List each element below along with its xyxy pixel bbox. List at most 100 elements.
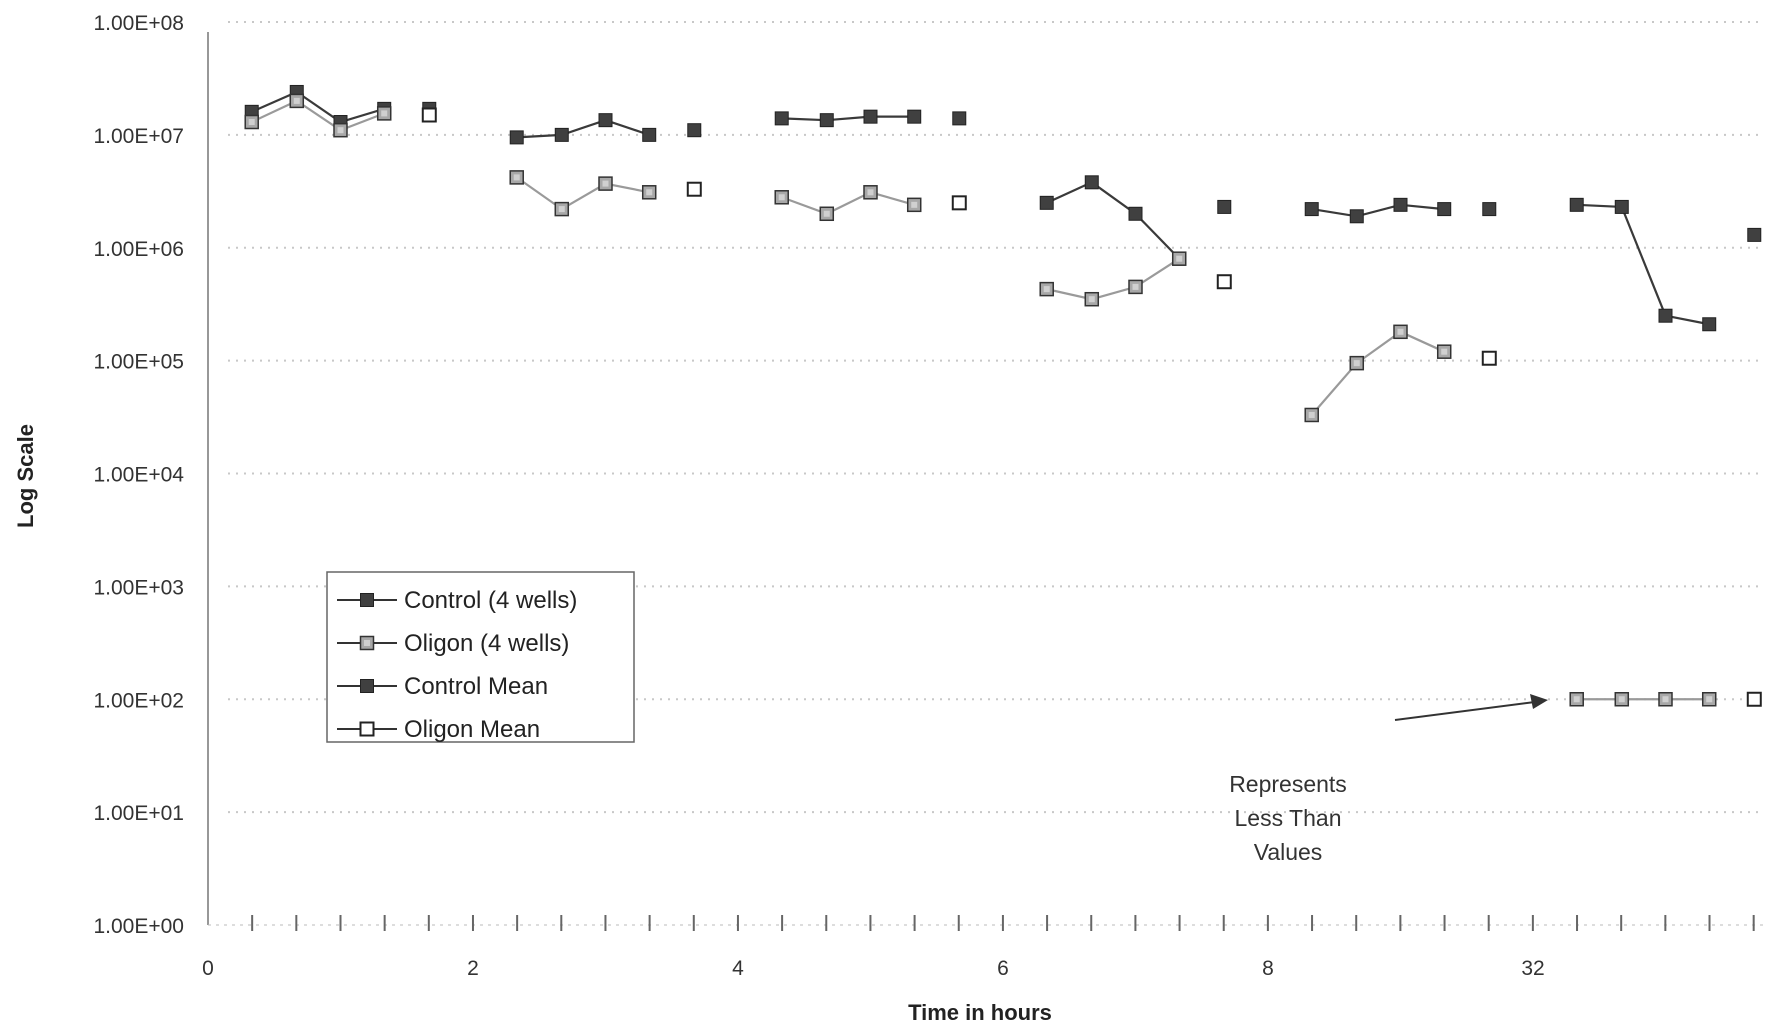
data-point xyxy=(333,122,348,138)
marker-square xyxy=(554,127,569,142)
annotation-arrowhead xyxy=(1530,694,1548,709)
marker-square xyxy=(1746,691,1762,707)
marker-square xyxy=(359,721,375,737)
marker-square xyxy=(907,109,922,124)
data-point xyxy=(819,113,834,128)
y-tick-label: 1.00E+02 xyxy=(93,689,184,712)
data-point xyxy=(1614,199,1629,214)
data-point xyxy=(554,201,570,217)
marker-square xyxy=(1349,209,1364,224)
marker-square xyxy=(360,593,374,607)
data-point xyxy=(1128,206,1143,221)
data-point xyxy=(421,107,437,123)
data-point xyxy=(1436,344,1452,359)
data-point xyxy=(244,114,259,130)
marker-square xyxy=(1437,202,1452,217)
axes xyxy=(207,32,1765,931)
marker-inner xyxy=(823,210,830,217)
data-point xyxy=(1393,324,1408,340)
data-point xyxy=(1216,274,1232,290)
marker-square xyxy=(1481,350,1497,366)
data-point xyxy=(1304,407,1319,423)
legend-marker xyxy=(360,679,374,693)
y-tick-label: 1.00E+04 xyxy=(93,464,184,487)
y-axis-title: Log Scale xyxy=(13,424,38,528)
series-line xyxy=(516,119,650,139)
marker-square xyxy=(598,113,613,128)
data-point xyxy=(1569,197,1584,212)
series-line xyxy=(1576,203,1710,326)
series-control-mean xyxy=(422,101,1762,242)
legend-item: Control (4 wells) xyxy=(337,587,577,614)
marker-square xyxy=(1747,227,1762,242)
x-tick-label: 8 xyxy=(1262,957,1274,980)
legend-marker xyxy=(359,635,375,651)
marker-inner xyxy=(1706,696,1713,703)
marker-square xyxy=(509,130,524,145)
marker-inner xyxy=(1088,296,1095,303)
data-point xyxy=(1217,199,1232,214)
x-tick-label: 2 xyxy=(467,957,479,980)
data-point xyxy=(1747,227,1762,242)
marker-inner xyxy=(1441,348,1448,355)
y-tick-label: 1.00E+06 xyxy=(93,238,184,261)
series-line xyxy=(516,176,650,211)
data-point xyxy=(1304,202,1319,217)
y-tick-label: 1.00E+00 xyxy=(93,915,184,938)
marker-inner xyxy=(778,194,785,201)
series-line xyxy=(251,99,385,132)
marker-square xyxy=(1039,195,1054,210)
marker-square xyxy=(421,107,437,123)
legend-item: Oligon (4 wells) xyxy=(337,630,569,657)
series-line xyxy=(1046,257,1180,301)
legend-label: Control Mean xyxy=(404,673,548,700)
data-point xyxy=(774,111,789,126)
x-tick-labels: 0 2 4 6 8 32 xyxy=(202,957,1545,980)
marker-square xyxy=(819,113,834,128)
marker-square xyxy=(1658,308,1673,323)
data-point xyxy=(819,206,835,222)
marker-inner xyxy=(1043,286,1050,293)
marker-inner xyxy=(1618,696,1625,703)
marker-inner xyxy=(364,640,370,646)
data-point xyxy=(509,170,524,185)
marker-inner xyxy=(602,180,609,187)
annotation-line-1: Represents xyxy=(1229,771,1347,797)
marker-inner xyxy=(1662,696,1669,703)
marker-inner xyxy=(1176,255,1183,262)
marker-inner xyxy=(248,119,255,126)
series-line xyxy=(251,90,385,124)
marker-square xyxy=(1482,202,1497,217)
marker-square xyxy=(1702,317,1717,332)
data-point xyxy=(1658,308,1673,323)
marker-square xyxy=(686,181,702,197)
data-point xyxy=(906,197,922,213)
data-point xyxy=(554,127,569,142)
marker-square xyxy=(863,109,878,124)
series-line xyxy=(781,115,915,122)
annotation-line-3: Values xyxy=(1254,839,1323,865)
data-point xyxy=(1569,692,1584,707)
data-point xyxy=(1614,692,1630,707)
data-point xyxy=(289,93,305,109)
data-point xyxy=(1746,691,1762,707)
data-point xyxy=(1084,175,1099,190)
marker-square xyxy=(1217,199,1232,214)
data-point xyxy=(907,109,922,124)
series-oligon-4-wells xyxy=(244,93,1717,707)
data-point xyxy=(1349,209,1364,224)
data-point xyxy=(598,176,613,191)
legend-marker xyxy=(360,593,374,607)
marker-square xyxy=(952,111,967,126)
legend-label: Oligon (4 wells) xyxy=(404,630,569,657)
data-point xyxy=(1702,317,1717,332)
y-tick-labels: 1.00E+00 1.00E+01 1.00E+02 1.00E+03 1.00E+04… xyxy=(93,12,184,938)
data-point xyxy=(1701,692,1717,707)
marker-inner xyxy=(911,201,918,208)
marker-inner xyxy=(513,174,520,181)
data-point xyxy=(1039,281,1054,297)
marker-square xyxy=(774,111,789,126)
series-oligon-mean xyxy=(421,107,1762,707)
data-point xyxy=(509,130,524,145)
